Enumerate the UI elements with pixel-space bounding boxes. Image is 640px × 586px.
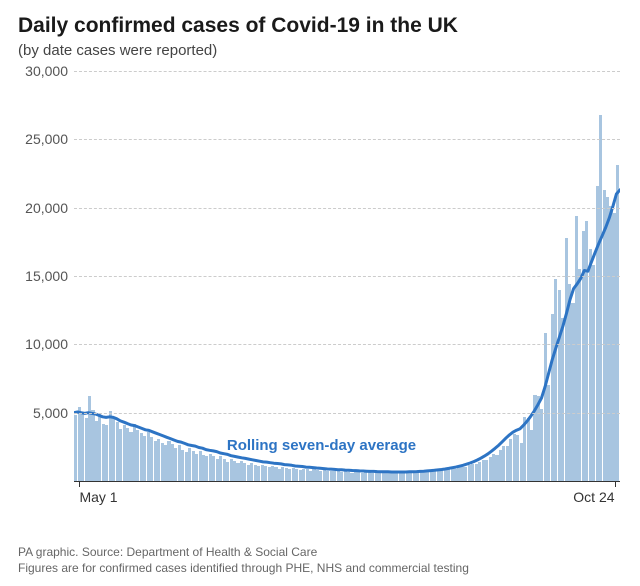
chart-title: Daily confirmed cases of Covid-19 in the…	[18, 14, 622, 38]
bar	[616, 165, 619, 481]
x-axis-label: Oct 24	[573, 489, 614, 505]
chart-subtitle: (by date cases were reported)	[18, 42, 622, 59]
chart-container: Daily confirmed cases of Covid-19 in the…	[0, 0, 640, 586]
y-axis-label: 30,000	[18, 63, 68, 79]
rolling-avg-label: Rolling seven-day average	[227, 437, 416, 454]
gridline	[74, 208, 620, 209]
gridline	[74, 413, 620, 414]
gridline	[74, 344, 620, 345]
x-tick	[615, 481, 616, 487]
footer-note: Figures are for confirmed cases identifi…	[18, 560, 469, 576]
x-axis	[74, 481, 620, 482]
footer-source: PA graphic. Source: Department of Health…	[18, 544, 469, 560]
chart-footer: PA graphic. Source: Department of Health…	[18, 544, 469, 576]
y-axis-label: 15,000	[18, 268, 68, 284]
x-tick	[79, 481, 80, 487]
gridline	[74, 139, 620, 140]
x-axis-label: May 1	[79, 489, 117, 505]
gridline	[74, 276, 620, 277]
gridline	[74, 71, 620, 72]
chart-area: Rolling seven-day average 5,000 10,000 15,…	[18, 71, 620, 511]
y-axis-label: 5,000	[18, 405, 68, 421]
y-axis-label: 20,000	[18, 200, 68, 216]
y-axis-label: 10,000	[18, 336, 68, 352]
y-axis-label: 25,000	[18, 131, 68, 147]
